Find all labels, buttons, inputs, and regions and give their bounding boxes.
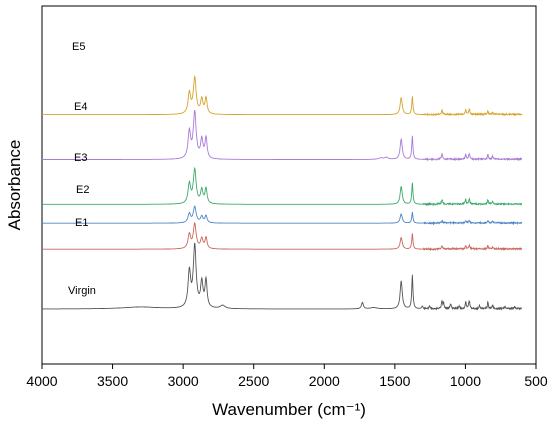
series-label-e3: E3 [74,152,87,164]
series-layer [42,75,523,311]
series-label-layer: Virgin E1 E2 E3 E4 E5 [68,41,96,297]
x-tick-label-1000: 1000 [450,373,481,389]
x-axis-title: Wavenumber (cm⁻¹) [212,400,366,419]
plot-frame [41,5,537,365]
x-tick-label-2500: 2500 [238,373,269,389]
series-line-e5 [42,75,523,117]
x-tick-label-3500: 3500 [97,373,128,389]
x-tick-label-4000: 4000 [26,373,57,389]
x-axis-ticks: 4000 3500 3000 2500 2000 1500 1000 500 [26,364,548,389]
series-label-e2: E2 [76,184,89,196]
series-label-e5: E5 [72,41,85,53]
series-label-e4: E4 [74,101,87,113]
x-tick-label-500: 500 [524,373,548,389]
series-label-e1: E1 [75,217,88,229]
series-line-e3 [42,166,523,207]
series-line-virgin [42,242,523,311]
series-line-e1 [42,221,523,252]
series-label-virgin: Virgin [68,285,96,297]
series-line-e4 [42,109,523,162]
y-axis-title: Absorbance [5,140,24,231]
x-tick-label-3000: 3000 [168,373,199,389]
series-line-e2 [42,205,523,226]
x-tick-label-1500: 1500 [379,373,410,389]
x-tick-label-2000: 2000 [309,373,340,389]
